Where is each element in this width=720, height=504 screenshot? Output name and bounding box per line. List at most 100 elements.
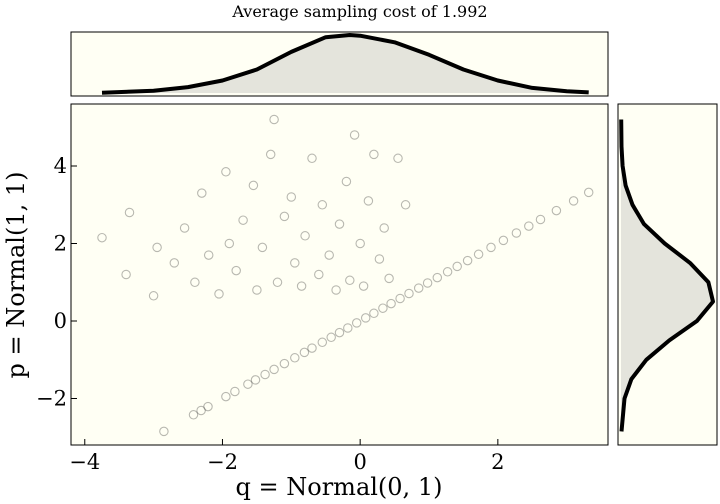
scatter-point xyxy=(307,153,317,164)
top-marginal-density xyxy=(101,33,589,95)
scatter-point xyxy=(442,267,453,277)
scatter-point xyxy=(152,242,162,253)
scatter-point xyxy=(300,231,310,241)
y-tick-label: 2 xyxy=(54,232,67,256)
scatter-point xyxy=(404,288,414,299)
scatter-point xyxy=(190,277,200,288)
scatter-point xyxy=(326,332,336,343)
scatter-point xyxy=(374,254,385,264)
scatter-point xyxy=(124,207,135,218)
scatter-point xyxy=(243,379,253,389)
scatter-point xyxy=(317,337,328,348)
scatter-point xyxy=(345,275,355,286)
y-axis-label: p = Normal(1, 1) xyxy=(2,172,30,379)
scatter-point xyxy=(395,293,405,304)
top-density-line xyxy=(101,33,589,95)
scatter-point xyxy=(290,353,300,363)
scatter-point xyxy=(317,200,328,210)
scatter-point xyxy=(334,219,345,229)
x-axis-ticks: −4 −2 0 2 xyxy=(69,439,505,474)
scatter-point xyxy=(583,187,594,198)
scatter-point xyxy=(121,269,131,280)
scatter-point xyxy=(148,291,159,301)
scatter-point xyxy=(159,426,169,437)
scatter-point xyxy=(203,250,214,260)
scatter-point xyxy=(568,196,579,206)
y-tick-label: 4 xyxy=(54,154,67,178)
y-axis-ticks: −2 0 2 4 xyxy=(36,154,77,411)
scatter-point xyxy=(179,223,190,233)
scatter-point xyxy=(334,327,345,338)
scatter-point xyxy=(97,232,107,243)
scatter-point xyxy=(400,200,411,210)
right-density-fill xyxy=(621,119,713,432)
scatter-point xyxy=(358,281,369,291)
scatter-point xyxy=(363,196,374,206)
scatter-point xyxy=(265,149,276,160)
scatter-point xyxy=(221,391,231,402)
scatter-point xyxy=(324,250,334,260)
right-density-line xyxy=(619,119,715,432)
scatter-point xyxy=(250,375,261,385)
scatter-point xyxy=(535,214,546,225)
scatter-point xyxy=(279,211,290,222)
scatter-point xyxy=(355,238,365,249)
top-density-fill xyxy=(102,35,589,93)
scatter-point xyxy=(307,343,317,353)
scatter-point xyxy=(257,242,268,253)
scatter-point xyxy=(551,205,562,216)
scatter-point xyxy=(384,273,394,284)
scatter-point xyxy=(331,285,341,295)
scatter-point xyxy=(248,180,259,191)
scatter-point xyxy=(378,303,388,313)
scatter-point xyxy=(221,167,231,177)
scatter-points xyxy=(97,114,594,437)
scatter-point xyxy=(299,347,310,358)
x-tick-label: 2 xyxy=(491,450,504,474)
scatter-point xyxy=(422,278,433,288)
scatter-point xyxy=(379,223,389,233)
scatter-point xyxy=(269,364,279,375)
scatter-point xyxy=(272,277,283,288)
scatter-point xyxy=(413,283,424,293)
x-tick-label: 0 xyxy=(353,450,366,474)
scatter-point xyxy=(238,215,248,225)
scatter-point xyxy=(188,410,199,420)
scatter-point xyxy=(279,358,290,369)
scatter-point xyxy=(498,235,509,246)
scatter-point xyxy=(452,261,462,272)
scatter-point xyxy=(203,401,213,412)
scatter-point xyxy=(369,308,379,319)
scatter-point xyxy=(360,313,371,323)
scatter-point xyxy=(341,176,352,187)
scatter-point xyxy=(169,258,180,268)
scatter-point xyxy=(230,386,240,397)
scatter-point xyxy=(369,149,379,160)
scatter-point xyxy=(231,265,241,276)
scatter-point xyxy=(351,318,362,328)
scatter-point xyxy=(393,153,403,164)
scatter-point xyxy=(260,369,270,380)
scatter-point xyxy=(224,238,235,249)
x-axis-label: q = Normal(0, 1) xyxy=(236,473,443,501)
scatter-point xyxy=(252,285,262,295)
scatter-point xyxy=(486,242,496,253)
scatter-point xyxy=(286,192,297,202)
scatter-point xyxy=(269,114,279,125)
scatter-point xyxy=(290,258,300,268)
scatter-point xyxy=(314,269,324,280)
x-tick-label: −4 xyxy=(69,450,100,474)
scatter-point xyxy=(196,405,206,416)
y-tick-label: −2 xyxy=(36,387,67,411)
scatter-point xyxy=(197,188,207,198)
scatter-panel xyxy=(70,103,609,446)
scatter-point xyxy=(524,221,534,231)
scatter-point xyxy=(349,130,360,140)
scatter-point xyxy=(462,255,473,266)
scatter-point xyxy=(432,272,443,283)
scatter-point xyxy=(511,228,522,238)
scatter-point xyxy=(473,249,484,260)
y-tick-label: 0 xyxy=(54,309,67,333)
right-marginal-density xyxy=(619,119,715,432)
